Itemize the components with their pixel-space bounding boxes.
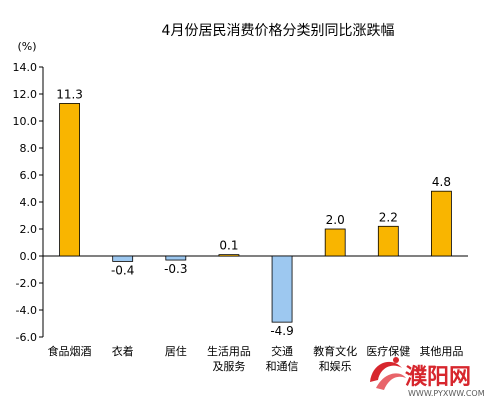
data-label: 0.1 bbox=[219, 239, 238, 253]
data-label: 11.3 bbox=[56, 87, 83, 101]
watermark-text: 濮阳网 bbox=[405, 365, 471, 390]
category-label: 其他用品 bbox=[419, 345, 463, 358]
category-label: 交通 bbox=[271, 344, 293, 358]
bar-8 bbox=[431, 190, 452, 257]
category-label: 和通信 bbox=[266, 360, 299, 373]
bar-4 bbox=[218, 254, 240, 257]
data-labels: 11.3 -0.4 -0.3 0.1 -4.9 2.0 2.2 4.8 bbox=[56, 87, 451, 338]
y-tick-label: 6.0 bbox=[20, 169, 38, 182]
data-label: -4.9 bbox=[270, 324, 293, 338]
y-axis-ticks: 14.0 12.0 10.0 8.0 6.0 4.0 2.0 0.0 -2.0 -4.0 -6.0 bbox=[13, 61, 43, 344]
category-label: 教育文化 bbox=[313, 344, 357, 358]
y-tick-label: 4.0 bbox=[20, 196, 38, 209]
bar-5 bbox=[271, 255, 293, 323]
data-label: -0.3 bbox=[164, 262, 187, 276]
category-label: 食品烟酒 bbox=[48, 344, 92, 358]
watermark-logo: 濮阳网 WWW.PYXWW.COM bbox=[370, 357, 485, 398]
data-label: 2.0 bbox=[326, 213, 345, 227]
axes bbox=[42, 67, 468, 337]
bars bbox=[59, 103, 452, 323]
category-label: 医疗保健 bbox=[366, 344, 410, 358]
y-tick-label: 12.0 bbox=[13, 88, 38, 101]
bar-3 bbox=[165, 255, 187, 261]
swirl-logo-icon bbox=[370, 357, 406, 390]
y-tick-label: 2.0 bbox=[20, 223, 38, 236]
y-tick-label: -4.0 bbox=[16, 304, 37, 317]
category-label: 居住 bbox=[165, 344, 187, 358]
category-label: 生活用品 bbox=[207, 344, 251, 358]
y-tick-label: 10.0 bbox=[13, 115, 38, 128]
y-tick-label: 0.0 bbox=[20, 250, 38, 263]
y-axis-unit: (%) bbox=[17, 40, 36, 53]
bar-1 bbox=[59, 103, 80, 257]
y-tick-label: 8.0 bbox=[20, 142, 38, 155]
data-label: -0.4 bbox=[111, 263, 134, 277]
data-label: 4.8 bbox=[432, 175, 451, 189]
y-tick-label: 14.0 bbox=[13, 61, 38, 74]
bar-2 bbox=[112, 255, 134, 262]
y-tick-label: -6.0 bbox=[16, 331, 37, 344]
category-label: 和娱乐 bbox=[319, 359, 352, 373]
bar-6 bbox=[324, 228, 346, 257]
y-tick-label: -2.0 bbox=[16, 277, 37, 290]
chart-title: 4月份居民消费价格分类别同比涨跌幅 bbox=[162, 23, 395, 39]
data-label: 2.2 bbox=[379, 210, 398, 224]
watermark-url: WWW.PYXWW.COM bbox=[408, 389, 485, 398]
category-label: 衣着 bbox=[112, 344, 134, 358]
category-label: 及服务 bbox=[212, 360, 245, 373]
bar-7 bbox=[377, 225, 399, 257]
